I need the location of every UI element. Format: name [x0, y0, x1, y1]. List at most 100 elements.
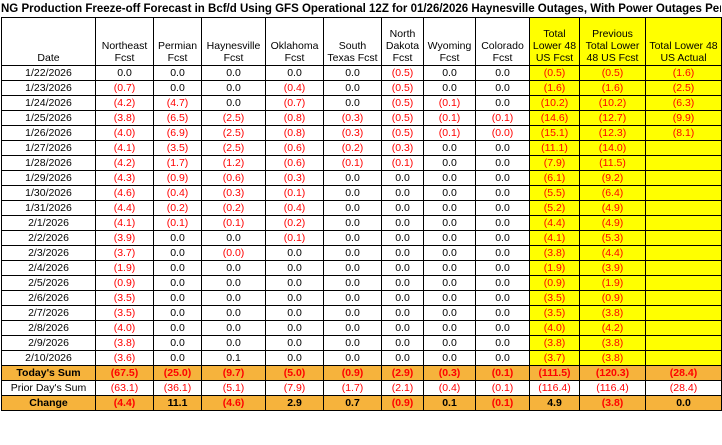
- summary-value-cell: 11.1: [153, 395, 202, 411]
- value-cell: (3.8): [529, 245, 580, 261]
- table-row: 2/9/2026 (3.8) 0.0 0.0 0.0 0.0 0.0 0.0 0.0 (3.8)(…: [1, 335, 722, 351]
- value-cell: 0.0: [153, 290, 202, 306]
- value-cell: [645, 260, 722, 276]
- value-cell: (7.9): [529, 155, 580, 171]
- table-row: 1/27/2026 (4.1) (3.5) (2.5) (0.6) (0.2) (0.3) 0…: [1, 140, 722, 156]
- value-cell: (0.2): [201, 200, 266, 216]
- value-cell: 0.0: [423, 200, 476, 216]
- value-cell: (0.1): [153, 215, 202, 231]
- value-cell: (4.1): [95, 215, 154, 231]
- col-header-date: Date: [1, 17, 96, 66]
- col-header-total-fcst: Total Lower 48 US Fcst: [529, 17, 580, 66]
- value-cell: (3.5): [95, 290, 154, 306]
- value-cell: (0.3): [201, 185, 266, 201]
- value-cell: 0.0: [153, 335, 202, 351]
- value-cell: (0.1): [265, 185, 324, 201]
- table-row: 1/28/2026 (4.2) (1.7) (1.2) (0.6) (0.1) (0.1) 0…: [1, 155, 722, 171]
- prior-days-sum-row-label: Prior Day's Sum: [1, 380, 96, 396]
- value-cell: 0.0: [423, 290, 476, 306]
- value-cell: (12.3): [579, 125, 646, 141]
- value-cell: 0.0: [153, 80, 202, 96]
- value-cell: 0.0: [201, 335, 266, 351]
- value-cell: (0.5): [529, 65, 580, 81]
- value-cell: [645, 185, 722, 201]
- table-row: 2/1/2026 (4.1) (0.1) (0.1) (0.2) 0.0 0.0 0.0 0.0…: [1, 215, 722, 231]
- value-cell: 0.0: [475, 65, 530, 81]
- value-cell: (10.2): [529, 95, 580, 111]
- value-cell: (0.5): [381, 65, 424, 81]
- value-cell: (0.2): [323, 140, 382, 156]
- value-cell: (0.5): [579, 65, 646, 81]
- value-cell: [645, 305, 722, 321]
- value-cell: 0.0: [475, 245, 530, 261]
- summary-value-cell: (5.0): [265, 365, 324, 381]
- value-cell: 0.0: [423, 275, 476, 291]
- sheet-title: NG Production Freeze-off Forecast in Bcf…: [1, 3, 721, 15]
- value-cell: 0.0: [423, 80, 476, 96]
- value-cell: 0.0: [265, 350, 324, 366]
- value-cell: (0.2): [153, 200, 202, 216]
- value-cell: 0.0: [475, 290, 530, 306]
- value-cell: (0.9): [579, 290, 646, 306]
- value-cell: 0.0: [201, 80, 266, 96]
- value-cell: (2.5): [645, 80, 722, 96]
- value-cell: 0.0: [475, 95, 530, 111]
- value-cell: 0.0: [323, 80, 382, 96]
- value-cell: (0.1): [475, 110, 530, 126]
- date-cell: 1/31/2026: [1, 200, 96, 216]
- col-header-haynesville: Haynesville Fcst: [201, 17, 266, 66]
- summary-value-cell: (116.4): [529, 380, 580, 396]
- value-cell: 0.0: [201, 290, 266, 306]
- value-cell: 0.0: [381, 215, 424, 231]
- value-cell: (3.8): [95, 110, 154, 126]
- value-cell: (1.2): [201, 155, 266, 171]
- table-row: 2/10/2026 (3.6) 0.0 0.1 0.0 0.0 0.0 0.0 0.0 (3.7)…: [1, 350, 722, 366]
- date-cell: 1/25/2026: [1, 110, 96, 126]
- value-cell: (4.4): [529, 215, 580, 231]
- value-cell: (0.6): [201, 170, 266, 186]
- value-cell: 0.0: [381, 305, 424, 321]
- value-cell: (1.9): [529, 260, 580, 276]
- value-cell: (0.3): [381, 140, 424, 156]
- value-cell: 0.0: [423, 230, 476, 246]
- value-cell: (0.3): [265, 170, 324, 186]
- value-cell: [645, 245, 722, 261]
- value-cell: (14.6): [529, 110, 580, 126]
- summary-value-cell: (9.7): [201, 365, 266, 381]
- value-cell: 0.0: [381, 230, 424, 246]
- col-header-total-actual: Total Lower 48 US Actual: [645, 17, 722, 66]
- summary-value-cell: (0.1): [475, 395, 530, 411]
- summary-value-cell: (0.1): [475, 380, 530, 396]
- value-cell: (0.4): [265, 80, 324, 96]
- value-cell: 0.0: [475, 170, 530, 186]
- value-cell: (14.0): [579, 140, 646, 156]
- value-cell: 0.0: [381, 275, 424, 291]
- value-cell: 0.0: [153, 305, 202, 321]
- value-cell: (3.8): [579, 305, 646, 321]
- value-cell: (3.5): [529, 290, 580, 306]
- value-cell: 0.0: [423, 320, 476, 336]
- summary-value-cell: (111.5): [529, 365, 580, 381]
- table-row: 2/4/2026 (1.9) 0.0 0.0 0.0 0.0 0.0 0.0 0.0 (1.9)(…: [1, 260, 722, 276]
- date-cell: 2/3/2026: [1, 245, 96, 261]
- value-cell: (12.7): [579, 110, 646, 126]
- value-cell: [645, 290, 722, 306]
- value-cell: (0.9): [95, 275, 154, 291]
- value-cell: (4.9): [579, 200, 646, 216]
- value-cell: 0.0: [323, 170, 382, 186]
- value-cell: (3.5): [529, 305, 580, 321]
- value-cell: 0.0: [323, 65, 382, 81]
- value-cell: (2.5): [201, 125, 266, 141]
- date-cell: 2/1/2026: [1, 215, 96, 231]
- value-cell: 0.0: [475, 230, 530, 246]
- value-cell: [645, 170, 722, 186]
- value-cell: 0.0: [475, 140, 530, 156]
- value-cell: [645, 215, 722, 231]
- table-row: 2/2/2026 (3.9) 0.0 0.0 (0.1) 0.0 0.0 0.0 0.0 (4.1…: [1, 230, 722, 246]
- value-cell: (0.2): [265, 215, 324, 231]
- prior-days-sum-row: Prior Day's Sum (63.1) (36.1) (5.1) (7.9) (1.…: [1, 380, 722, 396]
- value-cell: 0.0: [201, 95, 266, 111]
- value-cell: (0.3): [323, 125, 382, 141]
- table-row: 1/31/2026 (4.4) (0.2) (0.2) (0.4) 0.0 0.0 0.0 0.…: [1, 200, 722, 216]
- value-cell: (9.2): [579, 170, 646, 186]
